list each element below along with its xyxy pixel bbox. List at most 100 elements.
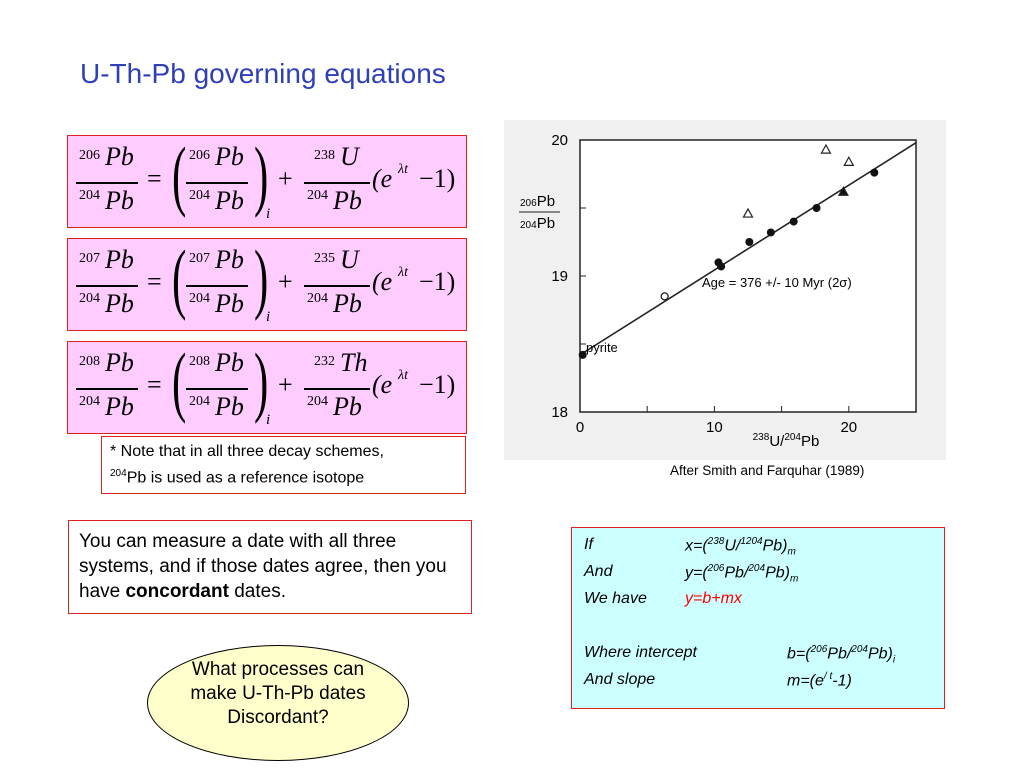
y-sub: m — [789, 573, 799, 585]
y-axis-label-numerator: 206Pb — [520, 193, 555, 210]
chart-caption: After Smith and Farquhar (1989) — [670, 463, 865, 478]
lhs-denominator-mass: 204 — [79, 188, 100, 203]
lhs-numerator-mass: 207 — [79, 251, 100, 266]
initial-fraction-bar — [186, 388, 248, 390]
initial-numerator-mass: 207 — [189, 251, 210, 266]
lhs-fraction-bar — [76, 182, 138, 184]
right-paren: ) — [254, 131, 269, 218]
y-tick-label: 18 — [551, 404, 568, 421]
exp-close: −1) — [419, 164, 456, 193]
initial-fraction-bar — [186, 285, 248, 287]
pyrite-label: pyrite — [586, 340, 618, 355]
lhs-numerator: Pb — [105, 245, 134, 274]
concordant-bold: concordant — [125, 581, 229, 602]
x-sup1: 238 — [707, 536, 725, 547]
reference-isotope: Pb — [333, 392, 362, 421]
parent-mass: 232 — [314, 354, 335, 369]
reference-isotope: Pb — [333, 186, 362, 215]
filled-circle-point — [745, 238, 754, 246]
x-tick-label: 10 — [706, 419, 723, 436]
x-mid: U/ — [724, 537, 741, 555]
filled-circle-point — [578, 350, 587, 359]
note-sup: 204 — [110, 468, 127, 479]
y-axis-label-denominator: 204Pb — [520, 215, 555, 232]
b-sup1: 206 — [810, 644, 828, 655]
exp-open: (e — [372, 164, 393, 193]
b-sup2: 204 — [851, 644, 868, 655]
parent-mass: 238 — [314, 148, 335, 163]
b-post: Pb) — [867, 645, 893, 663]
initial-denominator-mass: 204 — [189, 394, 210, 409]
x-post: Pb) — [762, 537, 788, 555]
lhs-denominator-mass: 204 — [79, 291, 100, 306]
equals-sign: = — [147, 267, 162, 296]
x-tick-label: 20 — [840, 419, 857, 436]
right-paren: ) — [254, 337, 269, 424]
question-line2: make U-Th-Pb dates — [190, 683, 366, 704]
panel-y-definition: y=(206Pb/204Pb)m — [685, 563, 798, 585]
y-tick-label: 20 — [551, 132, 568, 149]
x-sub: m — [787, 546, 796, 558]
b-pre: b=( — [787, 645, 811, 663]
left-paren: ( — [172, 337, 187, 424]
panel-b-definition: b=(206Pb/204Pb)i — [787, 644, 895, 666]
right-paren: ) — [254, 234, 269, 321]
equation-box-pb206: 206 Pb 204 Pb =(206 Pb 204 Pb) i +238 U 204 Pb (e λt −1… — [67, 135, 467, 228]
panel-line-equation: y=b+mx — [685, 590, 742, 607]
filled-circle-point — [870, 168, 879, 177]
page-title: U-Th-Pb governing equations — [80, 58, 446, 89]
left-paren: ( — [172, 131, 187, 218]
x-tick-label: 0 — [576, 419, 584, 436]
reference-mass: 204 — [307, 394, 328, 409]
reference-mass: 204 — [307, 188, 328, 203]
left-paren: ( — [172, 234, 187, 321]
m-sup: / t — [823, 671, 833, 682]
initial-numerator-mass: 206 — [189, 148, 210, 163]
plot-frame — [579, 139, 917, 413]
initial-denominator-mass: 204 — [189, 188, 210, 203]
initial-denominator: Pb — [215, 392, 244, 421]
y-tick-label: 19 — [551, 268, 568, 285]
equals-sign: = — [147, 164, 162, 193]
initial-denominator: Pb — [215, 289, 244, 318]
panel-if-label: If — [584, 536, 593, 553]
initial-denominator-mass: 204 — [189, 291, 210, 306]
filled-circle-point — [789, 217, 798, 226]
question-line1: What processes can — [191, 659, 365, 680]
b-mid: Pb/ — [827, 645, 852, 663]
open-triangle-point — [742, 207, 754, 218]
note-line1: * Note that in all three decay schemes, — [110, 443, 384, 460]
y-post: Pb) — [765, 564, 790, 582]
y-sup2: 204 — [748, 563, 766, 574]
initial-fraction-bar — [186, 182, 248, 184]
panel-intercept-label: Where intercept — [584, 644, 697, 661]
x-axis-label: 238U/204Pb — [753, 432, 820, 450]
filled-circle-point — [717, 262, 726, 271]
lhs-fraction-bar — [76, 285, 138, 287]
parent-mass: 235 — [314, 251, 335, 266]
equation-box-pb207: 207 Pb 204 Pb =(207 Pb 204 Pb) i +235 U 204 Pb (e λt −1… — [67, 238, 467, 331]
y-mid: Pb/ — [724, 564, 749, 582]
panel-slope-label: And slope — [584, 671, 656, 688]
initial-numerator: Pb — [215, 245, 244, 274]
initial-numerator: Pb — [215, 142, 244, 171]
concordant-explanation: You can measure a date with all three sy… — [68, 520, 472, 614]
filled-circle-point — [812, 204, 821, 212]
equals-sign: = — [147, 370, 162, 399]
note-line2: Pb is used as a reference isotope — [126, 469, 365, 487]
exp-close: −1) — [419, 370, 456, 399]
lhs-numerator-mass: 206 — [79, 148, 100, 163]
initial-denominator: Pb — [215, 186, 244, 215]
x-pre: x=( — [685, 537, 708, 555]
parent-fraction-bar — [304, 182, 370, 184]
panel-we-have-label: We have — [584, 590, 647, 607]
initial-subscript: i — [266, 206, 271, 222]
isochron-chart-svg: 0 10 20 18 19 20 238U/204Pb 206Pb 204Pb Age = 376… — [519, 132, 917, 450]
reference-mass: 204 — [307, 291, 328, 306]
lhs-fraction-bar — [76, 388, 138, 390]
filled-circle-point — [766, 228, 775, 237]
parent-isotope: Th — [340, 348, 368, 377]
concordant-tail: dates. — [228, 581, 286, 602]
lhs-denominator: Pb — [105, 392, 134, 421]
question-line3: Discordant? — [227, 707, 329, 728]
